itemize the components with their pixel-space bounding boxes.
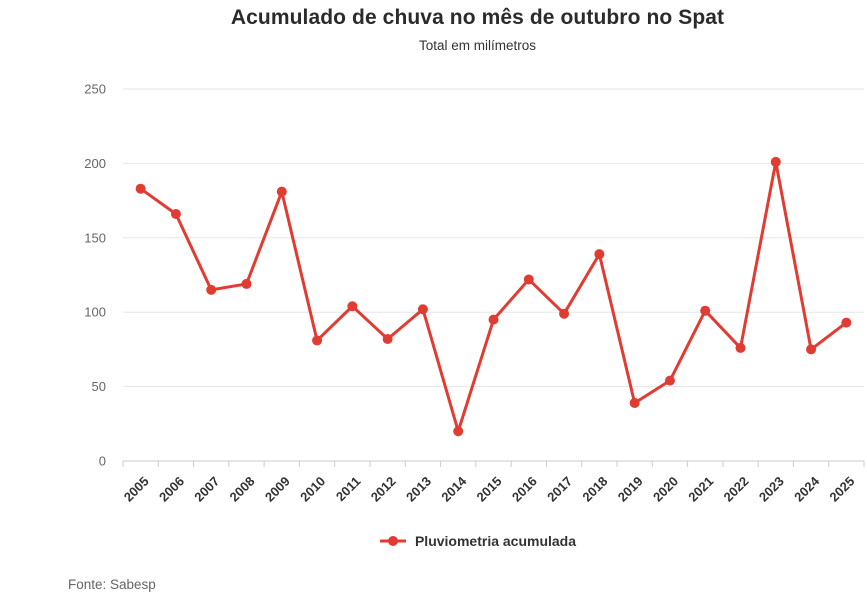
x-axis-label-2005: 2005 — [121, 474, 152, 505]
y-axis-tick-label: 0 — [99, 454, 106, 469]
x-axis-label-2016: 2016 — [509, 474, 540, 505]
legend: Pluviometria acumulada — [88, 533, 867, 549]
x-axis-label-2015: 2015 — [474, 474, 505, 505]
chart-subtitle: Total em milímetros — [418, 38, 537, 53]
source-note: Fonte: Sabesp — [68, 577, 156, 592]
series-line-pluviometria — [139, 160, 848, 433]
legend-label: Pluviometria acumulada — [414, 533, 577, 549]
x-axis-label-2006: 2006 — [156, 474, 187, 505]
x-axis-label-2023: 2023 — [756, 474, 787, 505]
x-axis-label-2025: 2025 — [826, 474, 857, 505]
x-axis-label-2022: 2022 — [721, 474, 752, 505]
x-axis-label-2019: 2019 — [615, 474, 646, 505]
data-point-2009[interactable] — [276, 186, 287, 197]
data-point-2019[interactable] — [629, 397, 640, 408]
data-point-2012[interactable] — [382, 333, 393, 344]
y-axis-tick-label: 200 — [84, 156, 106, 171]
x-axis-label-2020: 2020 — [650, 474, 681, 505]
data-point-2018[interactable] — [594, 249, 605, 260]
x-axis-label-2012: 2012 — [368, 474, 399, 505]
x-axis-label-2024: 2024 — [791, 473, 823, 505]
chart-header: Acumulado de chuva no mês de outubro no … — [88, 0, 867, 53]
x-axis-label-2021: 2021 — [685, 474, 716, 505]
data-point-2010[interactable] — [312, 335, 323, 346]
y-axis-tick-label: 250 — [84, 82, 106, 97]
data-point-2021[interactable] — [700, 305, 711, 316]
x-axis-label-2017: 2017 — [544, 474, 575, 505]
data-point-2025[interactable] — [841, 317, 852, 328]
legend-line-marker-icon — [379, 536, 406, 546]
data-point-2007[interactable] — [206, 284, 217, 295]
data-point-2011[interactable] — [347, 301, 358, 312]
data-point-2013[interactable] — [417, 304, 428, 315]
x-axis-label-2010: 2010 — [297, 474, 328, 505]
y-axis-tick-label: 50 — [92, 379, 106, 394]
data-point-2022[interactable] — [735, 342, 746, 353]
data-point-2008[interactable] — [241, 278, 252, 289]
data-point-2020[interactable] — [664, 375, 675, 386]
data-point-2015[interactable] — [488, 314, 499, 325]
x-axis-label-2014: 2014 — [438, 473, 470, 505]
x-axis-label-2018: 2018 — [579, 474, 610, 505]
data-point-2016[interactable] — [523, 274, 534, 285]
x-axis-label-2011: 2011 — [333, 474, 364, 505]
data-point-2006[interactable] — [170, 208, 181, 219]
x-axis-label-2013: 2013 — [403, 474, 434, 505]
x-axis-label-2007: 2007 — [191, 474, 222, 505]
data-point-2005[interactable] — [135, 183, 146, 194]
data-point-2014[interactable] — [453, 426, 464, 437]
data-point-2017[interactable] — [559, 308, 570, 319]
data-point-2024[interactable] — [806, 344, 817, 355]
x-axis-label-2008: 2008 — [227, 474, 258, 505]
y-axis-tick-label: 100 — [84, 305, 106, 320]
data-point-2023[interactable] — [770, 156, 781, 167]
y-axis-tick-label: 150 — [84, 230, 106, 245]
chart-title: Acumulado de chuva no mês de outubro no … — [230, 6, 725, 29]
x-axis-label-2009: 2009 — [262, 474, 293, 505]
legend-item-pluviometria[interactable]: Pluviometria acumulada — [379, 533, 576, 549]
